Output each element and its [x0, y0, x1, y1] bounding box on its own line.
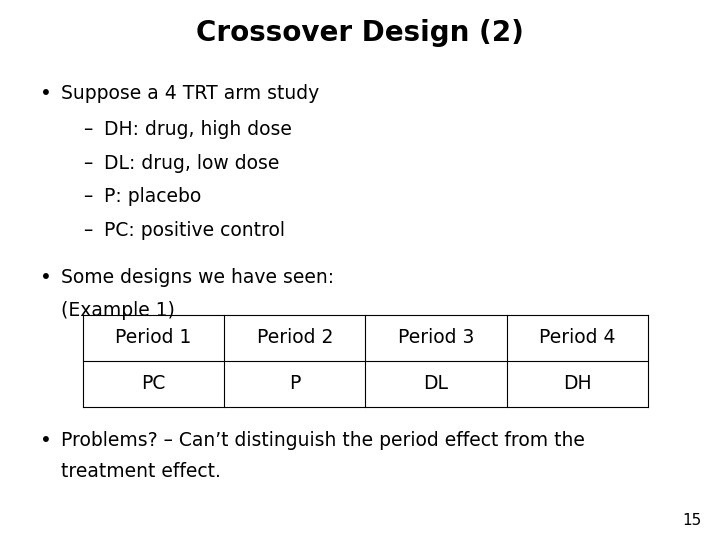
- Text: P: placebo: P: placebo: [104, 187, 202, 206]
- Text: PC: PC: [141, 374, 166, 393]
- Text: •: •: [40, 268, 51, 287]
- Text: (Example 1): (Example 1): [61, 301, 175, 320]
- Text: Crossover Design (2): Crossover Design (2): [196, 19, 524, 47]
- Text: –: –: [83, 120, 92, 139]
- Text: DL: drug, low dose: DL: drug, low dose: [104, 154, 280, 173]
- Text: –: –: [83, 221, 92, 240]
- Text: –: –: [83, 187, 92, 206]
- Text: Period 4: Period 4: [539, 328, 616, 347]
- Text: Period 3: Period 3: [398, 328, 474, 347]
- Text: •: •: [40, 84, 51, 103]
- Text: •: •: [40, 431, 51, 450]
- Text: P: P: [289, 374, 300, 393]
- Text: treatment effect.: treatment effect.: [61, 462, 221, 481]
- Text: DH: drug, high dose: DH: drug, high dose: [104, 120, 292, 139]
- Text: Problems? – Can’t distinguish the period effect from the: Problems? – Can’t distinguish the period…: [61, 431, 585, 450]
- Text: Period 2: Period 2: [256, 328, 333, 347]
- Text: Some designs we have seen:: Some designs we have seen:: [61, 268, 334, 287]
- Text: 15: 15: [683, 513, 702, 528]
- Text: DH: DH: [563, 374, 592, 393]
- Text: –: –: [83, 154, 92, 173]
- Text: Period 1: Period 1: [115, 328, 192, 347]
- Text: Suppose a 4 TRT arm study: Suppose a 4 TRT arm study: [61, 84, 320, 103]
- Text: PC: positive control: PC: positive control: [104, 221, 285, 240]
- Text: DL: DL: [423, 374, 449, 393]
